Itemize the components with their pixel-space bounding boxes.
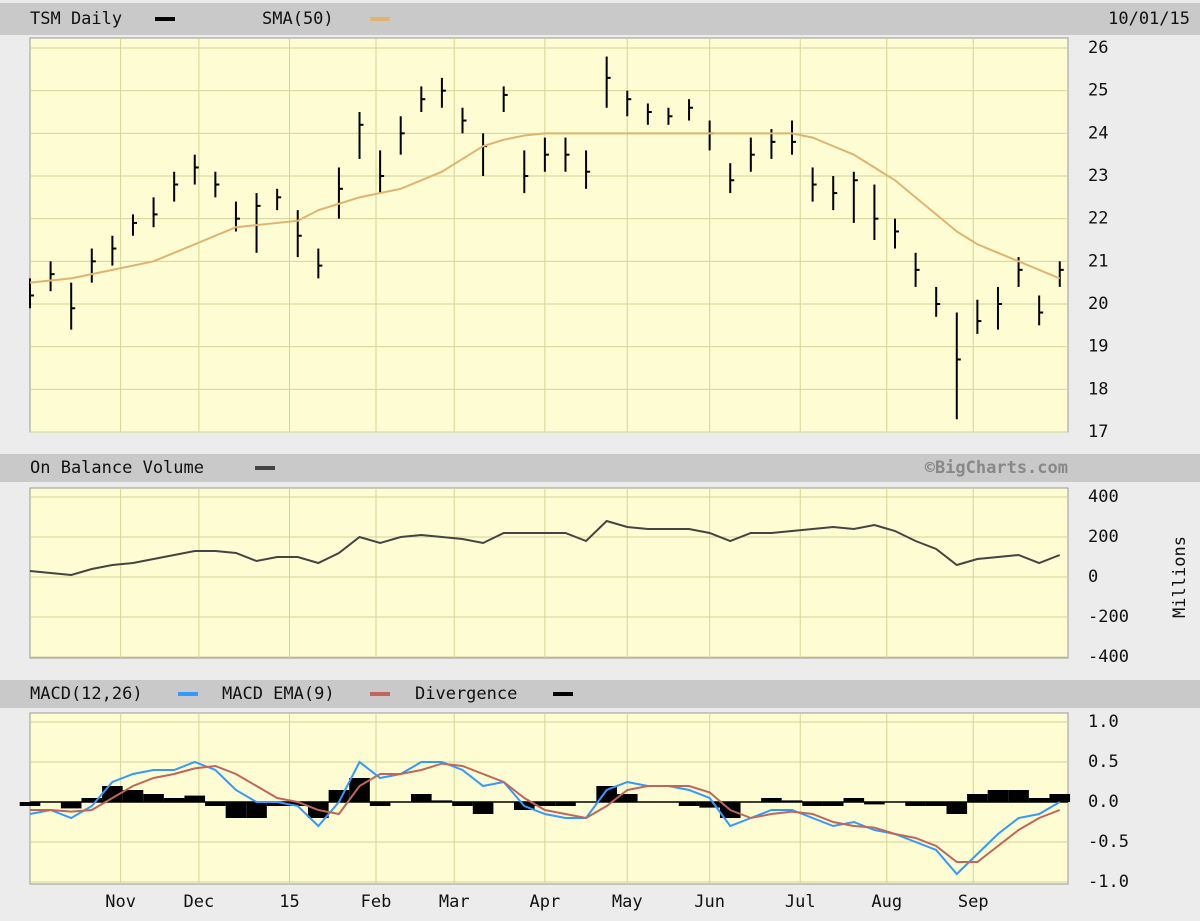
y-tick-label: 26 xyxy=(1088,38,1108,58)
y-tick-label: -400 xyxy=(1088,647,1129,667)
x-tick-label: Jul xyxy=(785,892,816,912)
header-bar xyxy=(0,454,1200,482)
y-tick-label: 22 xyxy=(1088,209,1108,229)
y-tick-label: 0 xyxy=(1088,567,1098,587)
y-axis-label: Millions xyxy=(1170,536,1190,618)
divergence-bar xyxy=(81,798,103,802)
divergence-bar xyxy=(946,802,968,814)
x-tick-label: Nov xyxy=(105,892,136,912)
divergence-bar xyxy=(925,802,947,806)
y-tick-label: 1.0 xyxy=(1088,712,1119,732)
divergence-bar xyxy=(266,802,288,806)
legend-label: MACD(12,26) xyxy=(30,684,143,704)
divergence-bar xyxy=(987,790,1009,802)
divergence-bar xyxy=(205,802,226,806)
divergence-bar xyxy=(184,795,206,802)
x-tick-label: Feb xyxy=(361,892,392,912)
divergence-bar xyxy=(19,802,41,806)
divergence-bar xyxy=(843,798,865,802)
y-tick-label: 23 xyxy=(1088,166,1108,186)
plot-area xyxy=(29,37,1069,433)
series-line xyxy=(29,132,1061,284)
divergence-bar xyxy=(616,794,638,802)
source: ©BigCharts.com xyxy=(925,458,1068,478)
divergence-bar xyxy=(225,802,247,818)
divergence-bar xyxy=(555,802,576,806)
y-tick-label: 0.0 xyxy=(1088,792,1119,812)
x-tick-label: Sep xyxy=(958,892,989,912)
y-tick-label: 21 xyxy=(1088,251,1108,271)
header-bar xyxy=(0,3,1200,35)
y-tick-label: -1.0 xyxy=(1088,872,1129,892)
legend-label: MACD EMA(9) xyxy=(222,684,335,704)
divergence-bar xyxy=(1008,790,1029,802)
x-tick-label: Jun xyxy=(694,892,725,912)
plot-area xyxy=(29,487,1069,659)
series-line xyxy=(29,519,1061,577)
divergence-bar xyxy=(822,802,844,806)
divergence-bar xyxy=(163,798,185,802)
divergence-bar xyxy=(678,802,700,806)
divergence-bar xyxy=(452,802,473,806)
divergence-bar xyxy=(761,798,782,802)
divergence-bar xyxy=(1049,794,1071,802)
y-tick-label: 400 xyxy=(1088,487,1119,507)
y-tick-label: 19 xyxy=(1088,337,1108,357)
legend-label: TSM Daily xyxy=(30,9,122,29)
divergence-bar xyxy=(781,800,803,802)
divergence-bar xyxy=(287,802,309,806)
header-bar xyxy=(0,680,1200,708)
divergence-bar xyxy=(864,802,885,805)
divergence-bar xyxy=(102,786,123,802)
divergence-bar xyxy=(431,800,453,802)
divergence-bar xyxy=(967,794,988,802)
divergence-bar xyxy=(1028,798,1050,802)
legend-label: On Balance Volume xyxy=(30,458,204,478)
y-tick-label: 18 xyxy=(1088,379,1108,399)
divergence-bar xyxy=(60,802,82,809)
series-line xyxy=(30,762,1061,863)
y-tick-label: 24 xyxy=(1088,123,1108,143)
legend-label: Divergence xyxy=(415,684,517,704)
y-tick-label: -200 xyxy=(1088,607,1129,627)
x-tick-label: 15 xyxy=(279,892,299,912)
divergence-bar xyxy=(905,802,926,806)
divergence-bar xyxy=(802,802,823,806)
y-tick-label: 17 xyxy=(1088,422,1108,442)
x-tick-label: May xyxy=(612,892,643,912)
date: 10/01/15 xyxy=(1108,9,1190,29)
divergence-bar xyxy=(411,794,432,802)
divergence-bar xyxy=(369,802,391,806)
y-tick-label: 20 xyxy=(1088,294,1108,314)
y-tick-label: -0.5 xyxy=(1088,832,1129,852)
divergence-bar xyxy=(122,790,144,802)
divergence-bar xyxy=(246,802,267,818)
x-tick-label: Aug xyxy=(871,892,902,912)
legend-label: SMA(50) xyxy=(262,9,334,29)
y-tick-label: 200 xyxy=(1088,527,1119,547)
y-tick-label: 25 xyxy=(1088,81,1108,101)
divergence-bar xyxy=(534,802,556,806)
x-tick-label: Dec xyxy=(184,892,215,912)
x-tick-label: Mar xyxy=(439,892,470,912)
y-tick-label: 0.5 xyxy=(1088,752,1119,772)
divergence-bar xyxy=(472,802,494,814)
divergence-bar xyxy=(699,802,720,808)
x-tick-label: Apr xyxy=(530,892,561,912)
divergence-bar xyxy=(143,794,164,802)
